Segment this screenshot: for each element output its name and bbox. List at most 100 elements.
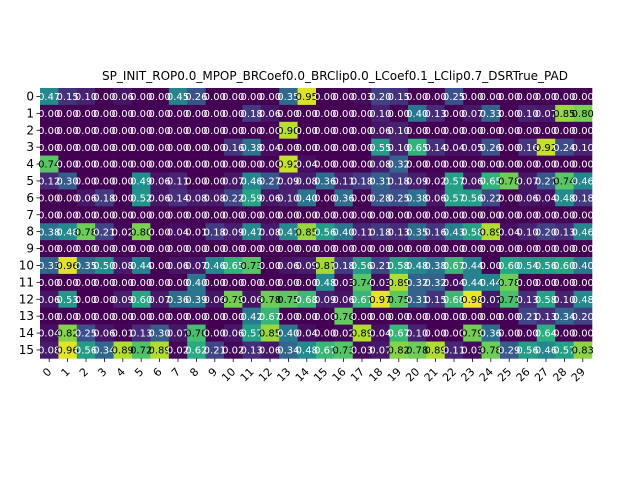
heatmap-cell-r11-c6 [150,273,170,292]
heatmap-cell-r1-c10 [224,104,243,123]
heatmap-cell-r11-c27 [536,273,556,292]
heatmap-cell-r14-c10 [224,324,243,342]
heatmap-cell-r9-c21 [426,240,446,258]
heatmap-cell-r0-c1 [58,88,78,106]
cell-value-label-r15-c5: 0.72 [130,346,152,357]
heatmap-cell-r14-c2 [76,324,96,342]
heatmap-cell-r13-c28 [555,307,574,325]
cell-value-label-r12-c22: 0.68 [443,295,465,306]
heatmap-cell-r9-c8 [187,240,206,258]
heatmap-cell-r8-c28 [555,223,574,241]
cell-value-label-r2-c19: 0.10 [388,126,410,137]
cell-value-label-r6-c1: 0.00 [56,193,78,204]
heatmap-cell-r13-c19 [389,307,409,325]
cell-value-label-r8-c0: 0.38 [38,227,60,238]
heatmap-cell-r4-c14 [297,155,317,173]
heatmap-cell-r12-c17 [352,290,372,308]
heatmap-cell-r0-c27 [536,88,556,106]
heatmap-cell-r9-c22 [444,240,464,258]
heatmap-cell-r10-c2 [76,257,96,275]
cell-value-label-r2-c17: 0.00 [351,126,373,137]
heatmap-cell-r1-c14 [297,104,317,123]
heatmap-cell-r6-c28 [555,189,574,207]
cell-value-label-r9-c12: 0.00 [259,244,281,255]
heatmap-cell-r2-c15 [316,121,335,139]
cell-value-label-r0-c12: 0.00 [259,92,281,103]
cell-value-label-r6-c24: 0.22 [480,193,502,204]
cell-value-label-r7-c14: 0.00 [296,210,318,221]
heatmap-cell-r4-c25 [500,155,519,173]
cell-value-label-r7-c7: 0.00 [167,210,189,221]
heatmap-cell-r15-c7 [168,341,188,359]
cell-value-label-r0-c23: 0.00 [461,92,483,103]
heatmap-cell-r10-c21 [426,257,446,275]
heatmap-cell-r0-c26 [518,88,538,106]
cell-value-label-r8-c8: 0.01 [185,227,207,238]
heatmap-cell-r12-c2 [76,290,96,308]
cell-value-label-r9-c29: 0.00 [572,244,594,255]
cell-value-label-r1-c27: 0.07 [535,109,557,120]
cell-value-label-r11-c12: 0.00 [259,278,281,289]
cell-value-label-r4-c19: 0.32 [388,160,410,171]
cell-value-label-r4-c27: 0.00 [535,160,557,171]
heatmap-cell-r14-c29 [573,324,593,342]
cell-value-label-r15-c1: 0.96 [56,346,78,357]
heatmap-cell-r3-c14 [297,138,317,156]
heatmap-cell-r13-c2 [76,307,96,325]
heatmap-cell-r12-c24 [481,290,501,308]
heatmap-cell-r7-c21 [426,206,446,224]
heatmap-cell-r0-c15 [316,88,335,106]
cell-value-label-r11-c23: 0.44 [461,278,483,289]
cell-value-label-r12-c5: 0.60 [130,295,152,306]
cell-value-label-r9-c7: 0.00 [167,244,189,255]
heatmap-cell-r8-c26 [518,223,538,241]
heatmap-cell-r6-c27 [536,189,556,207]
heatmap-cell-r14-c6 [150,324,170,342]
cell-value-label-r12-c11: 0.06 [240,295,262,306]
heatmap-cell-r10-c17 [352,257,372,275]
heatmap-cell-r2-c10 [224,121,243,139]
heatmap-cell-r12-c21 [426,290,446,308]
cell-value-label-r6-c22: 0.57 [443,193,465,204]
cell-value-label-r13-c5: 0.00 [130,312,152,323]
cell-value-label-r2-c26: 0.00 [516,126,538,137]
cell-value-label-r5-c18: 0.31 [369,177,391,188]
heatmap-cell-r12-c29 [573,290,593,308]
cell-value-label-r13-c8: 0.00 [185,312,207,323]
cell-value-label-r11-c28: 0.00 [553,278,575,289]
cell-value-label-r10-c19: 0.58 [388,261,410,272]
cell-value-label-r3-c19: 0.10 [388,143,410,154]
heatmap-cell-r9-c5 [132,240,151,258]
heatmap-cell-r7-c6 [150,206,170,224]
cell-value-label-r5-c28: 0.74 [553,177,575,188]
cell-value-label-r14-c13: 0.40 [277,329,299,340]
heatmap-cell-r6-c9 [205,189,225,207]
cell-value-label-r1-c23: 0.07 [461,109,483,120]
heatmap-cell-r13-c0 [40,307,59,325]
heatmap-cell-r12-c8 [187,290,206,308]
cell-value-label-r9-c25: 0.00 [498,244,520,255]
cell-value-label-r6-c29: 0.18 [572,193,594,204]
cell-value-label-r2-c6: 0.00 [148,126,170,137]
heatmap-cell-r0-c6 [150,88,170,106]
cell-value-label-r0-c11: 0.00 [240,92,262,103]
heatmap-cell-r7-c25 [500,206,519,224]
cell-value-label-r15-c9: 0.21 [204,346,226,357]
cell-value-label-r1-c17: 0.00 [351,109,373,120]
heatmap-cell-r8-c25 [500,223,519,241]
cell-value-label-r12-c7: 0.36 [167,295,189,306]
heatmap-cell-r0-c2 [76,88,96,106]
x-tick-label-20: 20 [403,365,422,384]
cell-value-label-r2-c9: 0.00 [204,126,226,137]
heatmap-cell-r9-c6 [150,240,170,258]
heatmap-cell-r6-c24 [481,189,501,207]
cell-value-label-r0-c6: 0.00 [148,92,170,103]
heatmap-cell-r6-c12 [260,189,280,207]
heatmap-cell-r10-c3 [95,257,114,275]
heatmap-cell-r3-c28 [555,138,574,156]
cell-value-label-r8-c11: 0.47 [240,227,262,238]
cell-value-label-r15-c2: 0.56 [75,346,97,357]
cell-value-label-r2-c23: 0.00 [461,126,483,137]
heatmap-cell-r9-c20 [408,240,427,258]
heatmap-cell-r10-c23 [463,257,482,275]
